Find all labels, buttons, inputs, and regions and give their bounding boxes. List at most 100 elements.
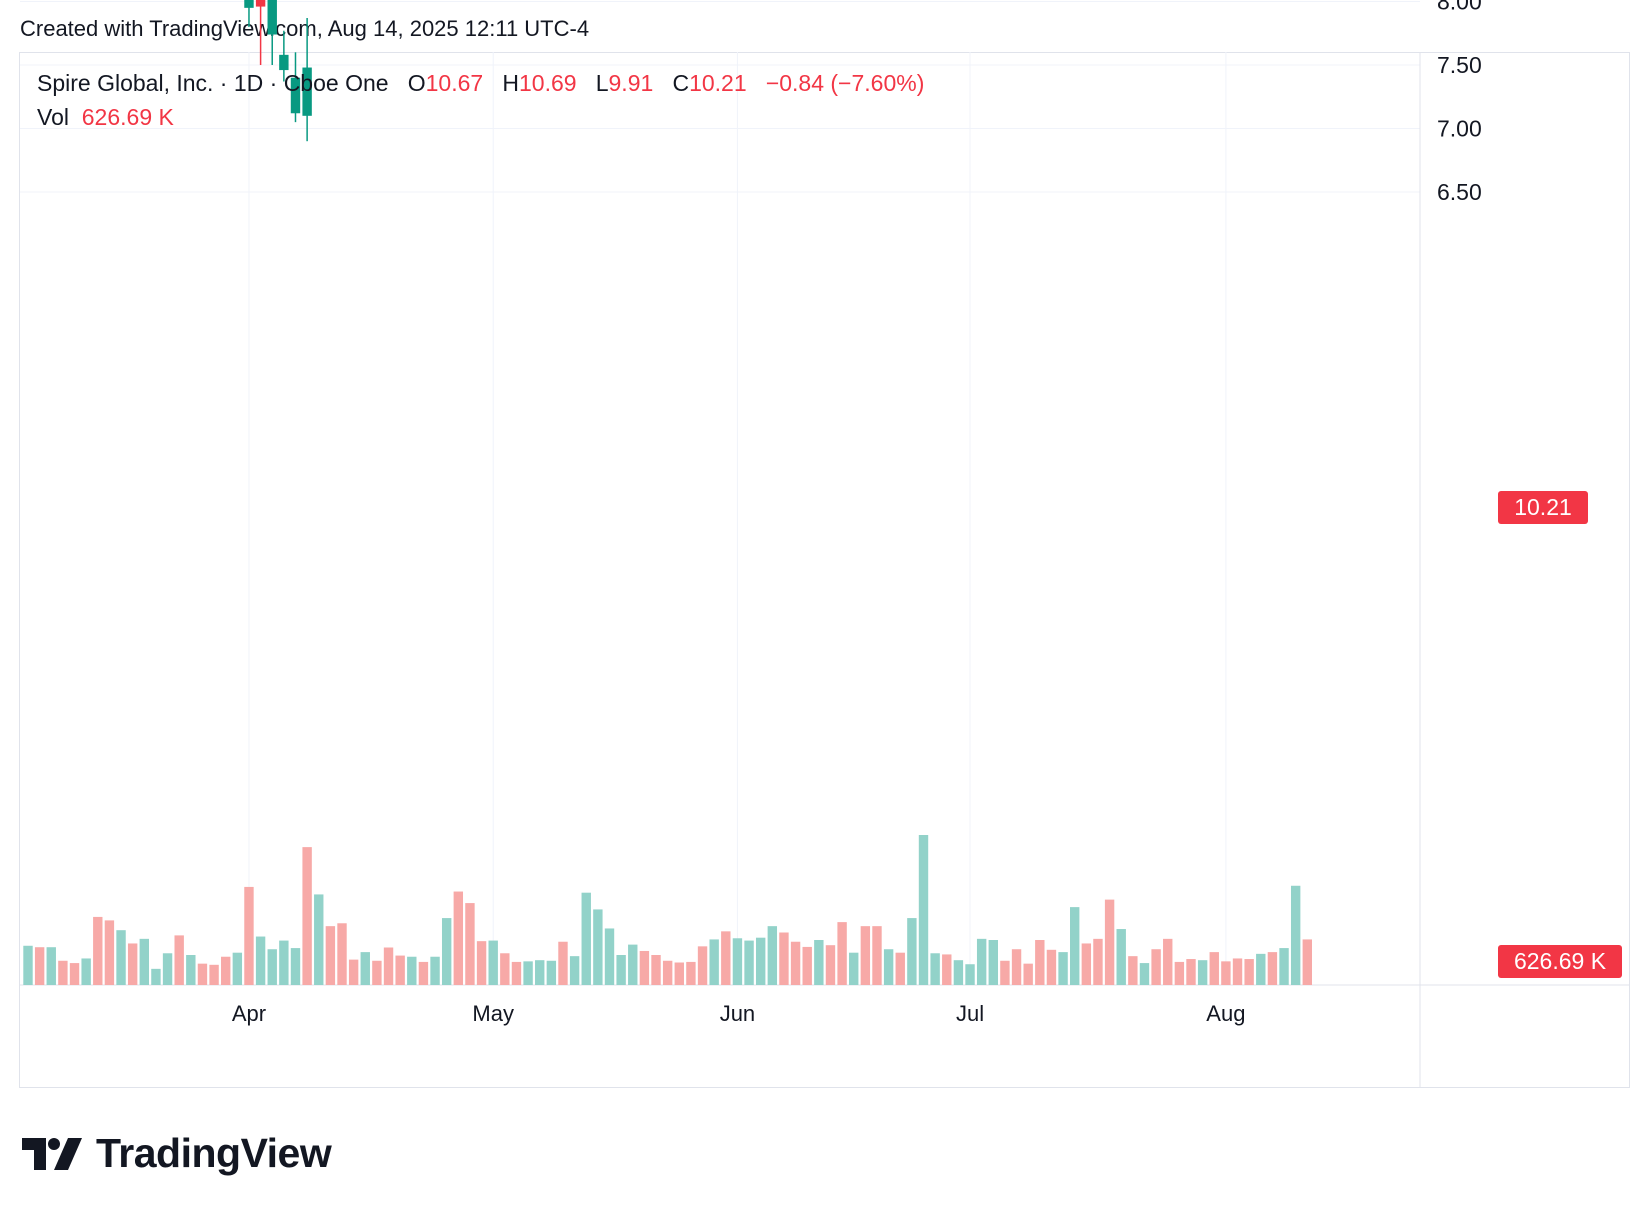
volume-bar	[872, 926, 882, 985]
volume-bar	[662, 960, 673, 985]
volume-bar	[593, 909, 603, 985]
price-tick-label: 8.00	[1437, 0, 1482, 15]
volume-bar	[348, 959, 359, 985]
volume-bar	[686, 961, 696, 985]
volume-bar	[1035, 940, 1045, 985]
volume-bar	[779, 932, 789, 985]
volume-bar	[81, 958, 91, 985]
candle-body	[267, 0, 277, 35]
volume-bar	[535, 960, 545, 985]
volume-legend: Vol 626.69 K	[37, 104, 174, 131]
volume-bar	[395, 955, 405, 985]
volume-bar	[1093, 938, 1103, 985]
volume-bar	[1139, 963, 1150, 985]
volume-bar	[965, 964, 975, 985]
volume-bar	[302, 847, 312, 985]
volume-bar	[34, 947, 45, 985]
price-axis: 13.5013.0012.5012.0011.5011.0010.5010.00…	[1437, 0, 1482, 205]
volume-bar	[1070, 907, 1080, 985]
volume-bar	[1104, 899, 1115, 985]
volume-bar	[221, 956, 231, 985]
candle-body	[244, 0, 254, 8]
volume-bar	[651, 955, 661, 985]
volume-bar	[127, 943, 138, 985]
high-value: 10.69	[518, 70, 577, 96]
volume-bar	[174, 935, 184, 985]
volume-bar	[976, 938, 987, 985]
close-value: 10.21	[689, 70, 747, 96]
volume-bar	[290, 948, 301, 985]
chart-frame[interactable]	[19, 52, 1630, 1088]
volume-badge-text: 626.69 K	[1514, 948, 1607, 974]
volume-bar	[488, 940, 498, 985]
volume-bar	[1116, 929, 1126, 985]
volume-bar	[558, 941, 568, 985]
volume-bar	[1011, 949, 1022, 985]
volume-bar	[953, 960, 964, 985]
change-value: −0.84 (−7.60%)	[765, 70, 925, 96]
volume-bar	[1058, 952, 1068, 985]
candle-body	[279, 54, 289, 71]
volume-bar	[604, 928, 615, 985]
volume-bar	[360, 952, 370, 985]
volume-bar	[1023, 963, 1033, 985]
volume-bar	[453, 891, 464, 985]
time-axis: Apr May Jun Jul Aug	[232, 1001, 1246, 1026]
volume-bar	[104, 920, 115, 985]
volume-bar	[1174, 961, 1185, 985]
volume-bar	[1163, 938, 1173, 985]
volume-bar	[802, 946, 812, 985]
volume-bar	[581, 892, 591, 985]
volume-bar	[23, 945, 33, 985]
volume-bar	[1081, 943, 1092, 985]
volume-bar	[1197, 960, 1208, 985]
volume-bar	[697, 946, 708, 985]
volume-bar	[755, 937, 766, 985]
volume-bar	[58, 960, 68, 985]
volume-bar	[186, 955, 196, 985]
symbol-title[interactable]: Spire Global, Inc. · 1D · Cboe One	[37, 70, 389, 96]
close-label: C	[672, 70, 690, 96]
high-label: H	[502, 70, 519, 96]
volume-bar	[523, 961, 533, 985]
volume-bar	[1186, 959, 1196, 985]
volume-bar	[383, 947, 394, 985]
volume-bar	[1221, 961, 1231, 985]
volume-bar	[849, 952, 859, 985]
volume-bar	[46, 947, 56, 985]
volume-bar	[430, 956, 440, 985]
volume-bar	[1279, 948, 1289, 985]
tradingview-logo-icon	[22, 1137, 82, 1170]
volume-bar	[476, 941, 487, 985]
volume-bar	[628, 944, 638, 985]
volume-bar	[267, 949, 277, 985]
volume-bar	[790, 941, 801, 985]
time-tick-label: Jul	[956, 1001, 984, 1026]
volume-bar	[569, 956, 580, 985]
volume-bar	[1302, 939, 1312, 985]
volume-bar	[907, 918, 917, 985]
volume-bar	[162, 953, 173, 985]
brand-name: TradingView	[96, 1130, 332, 1176]
tradingview-brand[interactable]: TradingView	[22, 1130, 332, 1177]
volume-bar	[407, 956, 417, 985]
time-tick-label: Apr	[232, 1001, 266, 1026]
volume-bar	[1290, 885, 1301, 985]
volume-bar	[1267, 952, 1278, 985]
time-tick-label: Jun	[720, 1001, 755, 1026]
candles	[244, 0, 312, 142]
volume-label: Vol	[37, 104, 69, 130]
candle-body	[302, 67, 312, 116]
candle-body	[255, 0, 266, 7]
volume-bar	[546, 960, 557, 985]
volume-bar	[197, 963, 208, 985]
volume-bar	[1128, 956, 1138, 985]
open-label: O	[407, 70, 426, 96]
volume-bar	[814, 940, 824, 985]
volume-bar	[500, 953, 510, 985]
volume-bar	[372, 960, 382, 985]
volume-bar	[325, 926, 336, 985]
volume-bar	[441, 918, 452, 985]
volume-bar	[232, 952, 243, 985]
